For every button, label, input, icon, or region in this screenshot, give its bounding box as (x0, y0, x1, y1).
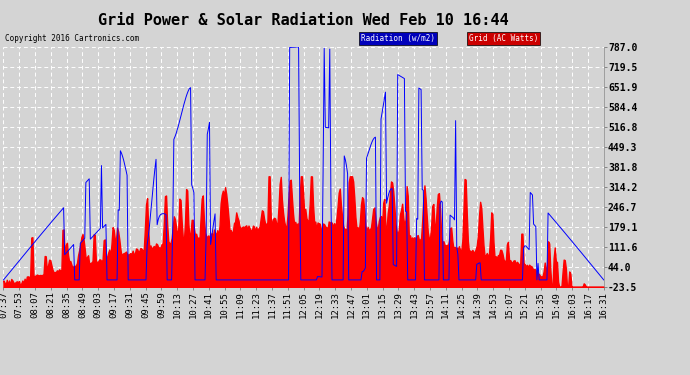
Text: Radiation (w/m2): Radiation (w/m2) (361, 34, 435, 43)
Text: Copyright 2016 Cartronics.com: Copyright 2016 Cartronics.com (5, 34, 139, 43)
Text: Grid (AC Watts): Grid (AC Watts) (469, 34, 538, 43)
Text: Grid Power & Solar Radiation Wed Feb 10 16:44: Grid Power & Solar Radiation Wed Feb 10 … (98, 13, 509, 28)
